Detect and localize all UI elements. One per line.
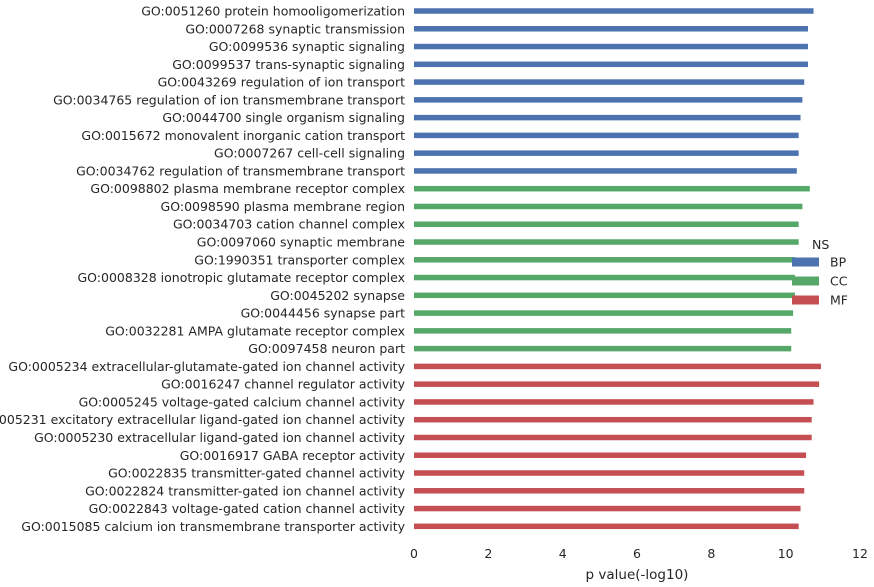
bar-mf [414,416,812,423]
category-label: GO:0098590 plasma membrane region [161,199,405,214]
bar-cc [414,328,792,334]
category-label: GO:0099536 synaptic signaling [209,39,405,54]
category-label: GO:0022843 voltage-gated cation channel … [89,501,406,516]
bar-bp [414,114,801,121]
bar-mf [414,488,805,494]
category-label: GO:0022824 transmitter-gated ion channel… [85,483,406,498]
category-label: GO:0098802 plasma membrane receptor comp… [90,181,405,196]
bar-mf [414,523,799,530]
category-label: GO:0044700 single organism signaling [162,110,405,125]
bar-cc [414,221,799,227]
category-label: GO:0007267 cell-cell signaling [214,146,405,161]
category-label: GO:0032281 AMPA glutamate receptor compl… [105,323,405,338]
bar-cc [414,185,810,192]
legend-swatch-mf [792,295,819,305]
bar-mf [414,381,820,387]
category-label: GO:0005245 voltage-gated calcium channel… [79,394,406,409]
category-label: GO:0097458 neuron part [248,341,405,356]
x-tick-label: 0 [410,546,418,561]
category-label: GO:0045202 synapse [270,288,405,303]
bar-cc [414,257,795,263]
bar-mf [414,363,821,370]
bar-mf [414,452,807,458]
legend-entry-label: MF [830,293,848,308]
category-label: GO:0005230 extracellular ligand-gated io… [34,430,406,445]
bar-bp [414,8,814,14]
bar-bp [414,26,808,32]
category-label: GO:0034762 regulation of transmembrane t… [76,163,405,178]
bar-cc [414,292,795,299]
legend-swatch-cc [792,276,819,286]
bar-mf [414,434,812,441]
x-tick-label: 4 [559,546,567,561]
x-tick-label: 12 [852,546,868,561]
category-label: GO:0051260 protein homooligomerization [141,4,405,19]
x-tick-label: 6 [633,546,641,561]
bar-bp [414,61,808,68]
bar-bp [414,150,799,156]
category-label: GO:0034703 cation channel complex [173,217,405,232]
category-label: GO:0043269 regulation of ion transport [158,75,406,90]
bar-bp [414,168,797,174]
bar-bp [414,79,805,85]
bars-layer [414,8,821,530]
bar-cc [414,345,792,352]
x-tick-label: 2 [484,546,492,561]
bar-mf [414,505,801,512]
bar-mf [414,470,805,476]
x-axis-label: p value(-log10) [586,567,689,583]
x-tick-label: 8 [707,546,715,561]
legend-swatch-bp [792,257,819,267]
category-label: GO:1990351 transporter complex [194,252,405,267]
bar-cc [414,203,803,210]
category-label: GO:0007268 synaptic transmission [185,21,405,36]
category-label: GO:0016247 channel regulator activity [161,377,405,392]
bar-cc [414,274,795,281]
x-axis-ticks: 0 2 4 6 8 10 12 [410,546,868,561]
category-label: GO:0044456 synapse part [241,306,405,321]
bar-bp [414,132,799,139]
category-label: GO:0097060 synaptic membrane [197,235,406,250]
category-label: GO:0034765 regulation of ion transmembra… [53,92,405,107]
legend-entry-label: CC [830,274,848,289]
category-label: GO:0022835 transmitter-gated channel act… [108,466,405,481]
category-label: GO:0015085 calcium ion transmembrane tra… [21,519,405,534]
category-label: GO:0016917 GABA receptor activity [180,448,406,463]
bar-bp [414,97,803,103]
legend: NS BP CC MF [792,237,848,308]
bar-cc [414,310,794,316]
legend-entry-label: BP [830,255,847,270]
bar-cc [414,239,799,245]
bar-bp [414,43,808,50]
category-label: GO:0005231 excitatory extracellular liga… [0,412,406,427]
legend-title: NS [812,237,829,252]
category-label: GO:0005234 extracellular-glutamate-gated… [8,359,405,374]
category-label: GO:0008328 ionotropic glutamate receptor… [78,270,406,285]
category-labels: GO:0051260 protein homooligomerization GO… [0,4,406,534]
bar-mf [414,399,814,405]
category-label: GO:0099537 trans-synaptic signaling [172,57,405,72]
x-tick-label: 10 [778,546,794,561]
category-label: GO:0015672 monovalent inorganic cation t… [81,128,405,143]
